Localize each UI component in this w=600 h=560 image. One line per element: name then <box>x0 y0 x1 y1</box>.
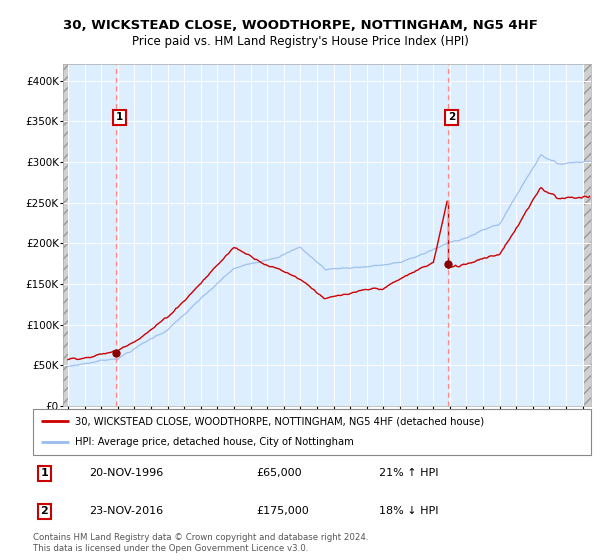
Text: 30, WICKSTEAD CLOSE, WOODTHORPE, NOTTINGHAM, NG5 4HF: 30, WICKSTEAD CLOSE, WOODTHORPE, NOTTING… <box>62 18 538 32</box>
Text: Contains HM Land Registry data © Crown copyright and database right 2024.
This d: Contains HM Land Registry data © Crown c… <box>33 533 368 553</box>
Text: 1: 1 <box>116 112 123 122</box>
Text: 2: 2 <box>448 112 455 122</box>
Text: 30, WICKSTEAD CLOSE, WOODTHORPE, NOTTINGHAM, NG5 4HF (detached house): 30, WICKSTEAD CLOSE, WOODTHORPE, NOTTING… <box>75 416 484 426</box>
Text: 23-NOV-2016: 23-NOV-2016 <box>89 506 163 516</box>
Text: HPI: Average price, detached house, City of Nottingham: HPI: Average price, detached house, City… <box>75 437 353 447</box>
Text: 20-NOV-1996: 20-NOV-1996 <box>89 468 163 478</box>
Text: £175,000: £175,000 <box>256 506 309 516</box>
Text: Price paid vs. HM Land Registry's House Price Index (HPI): Price paid vs. HM Land Registry's House … <box>131 35 469 49</box>
Text: £65,000: £65,000 <box>256 468 302 478</box>
Text: 2: 2 <box>40 506 48 516</box>
Text: 1: 1 <box>40 468 48 478</box>
FancyBboxPatch shape <box>33 409 591 455</box>
Text: 21% ↑ HPI: 21% ↑ HPI <box>379 468 439 478</box>
Text: 18% ↓ HPI: 18% ↓ HPI <box>379 506 439 516</box>
